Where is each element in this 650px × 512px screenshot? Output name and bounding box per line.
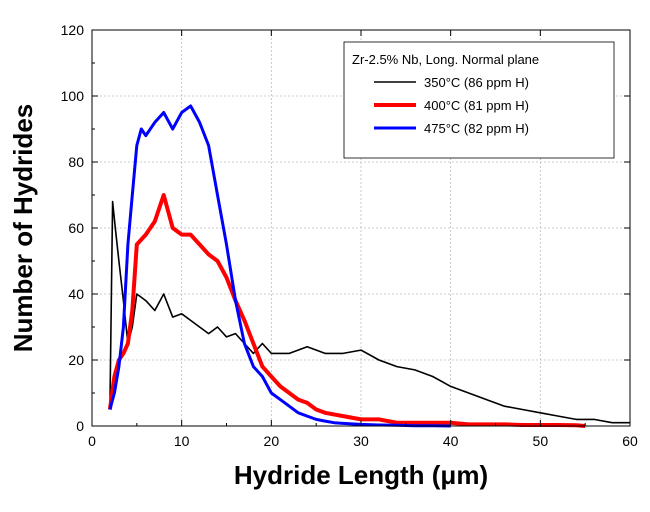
legend-label-1: 350°C (86 ppm H) bbox=[424, 75, 529, 90]
series-line-3 bbox=[108, 104, 451, 428]
y-tick-label: 60 bbox=[68, 220, 84, 236]
y-tick-label: 0 bbox=[76, 418, 84, 434]
x-tick-label: 30 bbox=[353, 433, 369, 449]
legend-title: Zr-2.5% Nb, Long. Normal plane bbox=[352, 52, 539, 67]
y-tick-label: 100 bbox=[61, 88, 85, 104]
y-tick-label: 80 bbox=[68, 154, 84, 170]
legend-label-3: 475°C (82 ppm H) bbox=[424, 121, 529, 136]
x-tick-label: 50 bbox=[533, 433, 549, 449]
x-tick-label: 0 bbox=[88, 433, 96, 449]
x-tick-label: 10 bbox=[174, 433, 190, 449]
y-tick-label: 40 bbox=[68, 286, 84, 302]
legend: Zr-2.5% Nb, Long. Normal plane 350°C (86… bbox=[343, 41, 615, 159]
y-axis-title: Number of Hydrides bbox=[8, 104, 38, 353]
series-layer bbox=[107, 104, 630, 428]
y-tick-label: 120 bbox=[61, 22, 85, 38]
x-tick-label: 60 bbox=[622, 433, 638, 449]
x-tick-label: 20 bbox=[264, 433, 280, 449]
x-tick-label: 40 bbox=[443, 433, 459, 449]
series-line-2 bbox=[107, 193, 586, 428]
axis-ticks: 0 10 20 30 40 50 60 0 20 40 60 80 100 120 bbox=[61, 22, 638, 449]
legend-label-2: 400°C (81 ppm H) bbox=[424, 98, 529, 113]
series-line-1 bbox=[109, 200, 630, 424]
y-tick-label: 20 bbox=[68, 352, 84, 368]
legend-box bbox=[343, 41, 615, 159]
x-axis-title: Hydride Length (μm) bbox=[234, 460, 488, 490]
